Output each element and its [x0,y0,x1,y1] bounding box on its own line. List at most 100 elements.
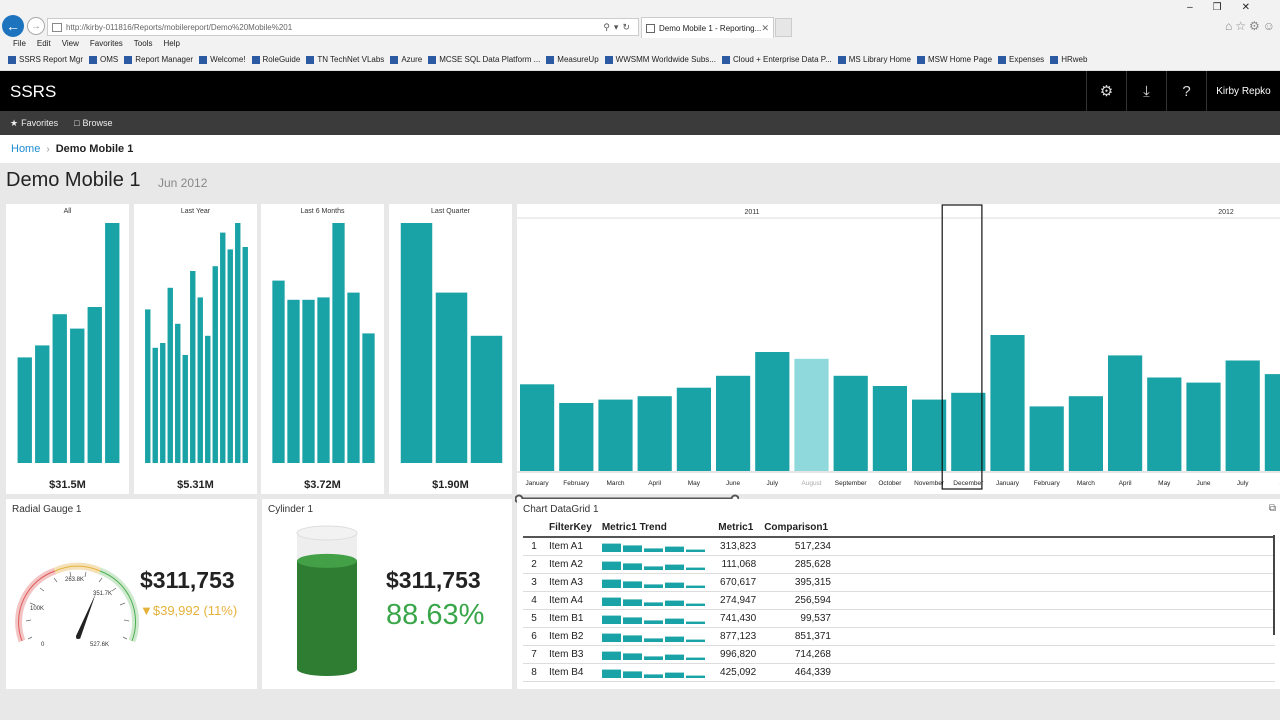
chart-datagrid-tile[interactable]: Chart DataGrid 1 ⧉ FilterKey Metric1 Tre… [517,499,1280,689]
timeline-month-label[interactable]: February [1034,480,1061,487]
favorite-link[interactable]: MeasureUp [546,55,599,64]
timeline-month-label[interactable]: August [801,480,821,487]
timeline-bar[interactable] [637,396,672,471]
timeline-bar[interactable] [833,375,868,471]
favorite-link[interactable]: TN TechNet VLabs [306,55,384,64]
timeline-chart-svg[interactable]: 2011 2012 January February March April May June… [517,204,1280,494]
app-title[interactable]: SSRS [10,82,57,101]
back-button[interactable]: ← [2,15,24,37]
radial-gauge-tile[interactable]: Radial Gauge 1 0 100K 263.8K 351.7K 527.… [6,499,257,689]
address-bar[interactable]: http://kirby-011816/Reports/mobilereport… [47,18,639,36]
timeline-bar[interactable] [1029,406,1064,471]
timeline-bar[interactable] [990,335,1025,471]
favorite-link[interactable]: HRweb [1050,55,1087,64]
url-text[interactable]: http://kirby-011816/Reports/mobilereport… [66,22,293,32]
timeline-month-label[interactable]: February [563,480,590,487]
table-row[interactable]: 4 Item A4 274,947 256,594 [523,591,1275,610]
timeline-month-label[interactable]: September [835,480,868,487]
browse-link[interactable]: □ Browse [74,118,112,128]
menu-item-tools[interactable]: Tools [133,39,153,48]
timeline-bar[interactable] [598,399,633,471]
timeline-bar[interactable] [1186,382,1221,471]
menu-item-favorites[interactable]: Favorites [89,39,123,48]
expand-icon[interactable]: ⧉ [1268,503,1276,514]
user-menu[interactable]: Kirby Repko [1206,71,1280,111]
table-row[interactable]: 5 Item B1 741,430 99,537 [523,609,1275,628]
col-trend-header[interactable]: Metric1 Trend [597,519,715,538]
timeline-bar[interactable] [1264,374,1280,471]
timeline-month-label[interactable]: November [914,480,945,487]
menu-item-view[interactable]: View [61,39,79,48]
summary-tile-last-year[interactable]: Last Year $5.31M [134,204,257,494]
time-navigator-chart[interactable]: 2011 2012 January February March April May June… [517,204,1280,494]
timeline-month-label[interactable]: July [767,480,779,487]
help-button[interactable]: ? [1166,71,1206,111]
timeline-bar[interactable] [755,352,790,471]
timeline-bar[interactable] [951,392,986,471]
favorite-link[interactable]: RoleGuide [251,55,300,64]
favorite-link[interactable]: Report Manager [124,55,193,64]
table-row[interactable]: 7 Item B3 996,820 714,268 [523,645,1275,664]
favorite-link[interactable]: MSW Home Page [917,55,992,64]
timeline-month-label[interactable]: May [1158,480,1171,487]
timeline-bar[interactable] [1225,360,1260,472]
breadcrumb-home[interactable]: Home [11,143,41,155]
favorite-link[interactable]: MS Library Home [837,55,911,64]
timeline-bar[interactable] [794,358,829,471]
datagrid-scrollbar[interactable] [1273,535,1275,635]
timeline-month-label[interactable]: March [606,480,624,487]
window-controls[interactable]: –❒✕ [1187,2,1270,13]
timeline-month-label[interactable]: December [953,480,984,487]
timeline-month-label[interactable]: January [996,480,1020,487]
favorite-link[interactable]: Welcome! [199,55,246,64]
favorite-link[interactable]: SSRS Report Mgr [8,55,83,64]
timeline-bar[interactable] [912,399,947,471]
search-refresh-icons[interactable]: ⚲▾↻ [603,21,634,32]
menu-item-edit[interactable]: Edit [36,39,51,48]
col-comparison-header[interactable]: Comparison1 [760,519,835,538]
timeline-month-label[interactable]: July [1237,480,1249,487]
favorite-link[interactable]: Cloud + Enterprise Data P... [721,55,832,64]
menu-item-file[interactable]: File [13,39,26,48]
favorite-link[interactable]: OMS [89,55,118,64]
summary-tile-all[interactable]: All $31.5M [6,204,129,494]
browser-toolbar-icons[interactable]: ⌂☆⚙☺ [1224,19,1278,33]
timeline-selection[interactable] [941,204,983,490]
menu-item-help[interactable]: Help [163,39,180,48]
col-filterkey-header[interactable]: FilterKey [545,519,598,538]
timeline-bar[interactable] [716,375,751,471]
new-tab-button[interactable] [775,18,792,37]
close-tab-icon[interactable]: ✕ [761,22,769,33]
timeline-bar[interactable] [559,403,594,471]
summary-tile-last-quarter[interactable]: Last Quarter $1.90M [389,204,512,494]
timeline-bar[interactable] [1068,396,1103,471]
timeline-month-label[interactable]: January [526,480,550,487]
favorite-link[interactable]: MCSE SQL Data Platform ... [428,55,540,64]
timeline-month-label[interactable]: May [688,480,701,487]
timeline-bar[interactable] [520,384,555,471]
timeline-bar[interactable] [1147,377,1182,472]
favorite-link[interactable]: WWSMM Worldwide Subs... [604,55,716,64]
download-button[interactable]: ⤓ [1126,71,1166,111]
table-row[interactable]: 8 Item B4 425,092 464,339 [523,663,1275,682]
table-row[interactable]: 1 Item A1 313,823 517,234 [523,537,1275,556]
timeline-month-label[interactable]: April [648,480,662,487]
timeline-month-label[interactable]: October [878,480,902,487]
summary-tile-last-6-months[interactable]: Last 6 Months $3.72M [261,204,384,494]
timeline-bar[interactable] [872,386,907,471]
cylinder-gauge-tile[interactable]: Cylinder 1 $311,753 88.63% [262,499,512,689]
timeline-month-label[interactable]: June [1196,480,1210,487]
settings-button[interactable]: ⚙ [1086,71,1126,111]
favorites-link[interactable]: ★ Favorites [10,118,58,129]
favorite-link[interactable]: Azure [390,55,422,64]
table-row[interactable]: 6 Item B2 877,123 851,371 [523,627,1275,646]
forward-button[interactable]: → [27,17,45,35]
table-row[interactable]: 2 Item A2 111,068 285,628 [523,555,1275,574]
timeline-bar[interactable] [676,387,711,471]
favorite-link[interactable]: Expenses [998,55,1044,64]
timeline-month-label[interactable]: March [1077,480,1095,487]
browser-tab[interactable]: Demo Mobile 1 - Reporting... ✕ [641,17,774,38]
table-row[interactable]: 3 Item A3 670,617 395,315 [523,573,1275,592]
timeline-month-label[interactable]: April [1119,480,1133,487]
timeline-month-label[interactable]: June [726,480,740,487]
